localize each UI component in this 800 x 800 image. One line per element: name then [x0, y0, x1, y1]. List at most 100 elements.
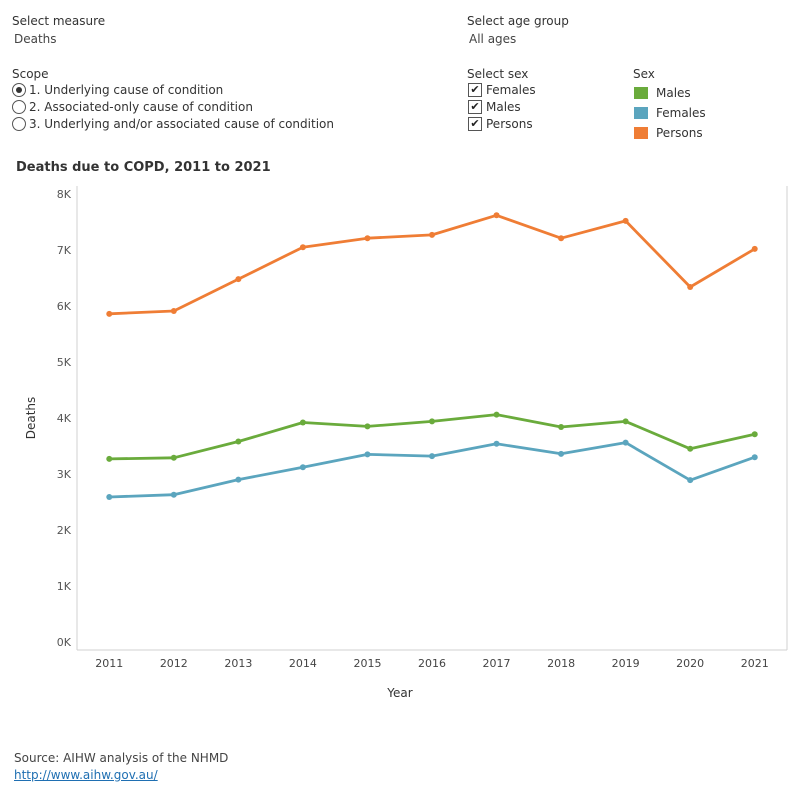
data-point-persons[interactable]	[235, 276, 242, 283]
legend-swatch-persons	[634, 127, 648, 139]
checkbox-checked-icon[interactable]: ✔	[468, 83, 482, 97]
x-tick-label: 2016	[418, 657, 446, 670]
x-tick-label: 2013	[224, 657, 252, 670]
chart-frame	[76, 186, 788, 651]
sex-filter-persons[interactable]: ✔ Persons	[468, 117, 533, 131]
data-point-females[interactable]	[299, 464, 306, 471]
y-tick-label: 7K	[57, 244, 72, 257]
legend-item-persons[interactable]: Persons	[634, 126, 703, 140]
scope-option-label: 2. Associated-only cause of condition	[29, 100, 253, 114]
x-tick-label: 2020	[676, 657, 704, 670]
sex-filter-label: Select sex	[467, 67, 529, 81]
scope-option-associated-only[interactable]: 2. Associated-only cause of condition	[12, 100, 253, 114]
data-point-females[interactable]	[558, 450, 565, 457]
scope-option-underlying-or-associated[interactable]: 3. Underlying and/or associated cause of…	[12, 117, 334, 131]
data-point-persons[interactable]	[622, 217, 629, 224]
measure-label: Select measure	[12, 14, 106, 28]
x-tick-label: 2019	[612, 657, 640, 670]
age-group-dropdown[interactable]: All ages	[469, 32, 517, 46]
data-point-males[interactable]	[622, 418, 629, 425]
series-females	[106, 439, 758, 500]
y-axis-ticks: 0K 1K 2K 3K 4K 5K 6K 7K 8K	[57, 188, 72, 649]
x-tick-label: 2012	[160, 657, 188, 670]
legend-swatch-females	[634, 107, 648, 119]
data-point-females[interactable]	[687, 477, 694, 484]
sex-filter-option-label: Persons	[486, 117, 533, 131]
x-tick-label: 2011	[95, 657, 123, 670]
data-point-males[interactable]	[364, 423, 371, 430]
source-link[interactable]: http://www.aihw.gov.au/	[14, 768, 158, 782]
age-group-label: Select age group	[467, 14, 569, 28]
legend-item-label: Persons	[656, 126, 703, 140]
sex-filter-males[interactable]: ✔ Males	[468, 100, 521, 114]
data-point-males[interactable]	[170, 454, 177, 461]
checkbox-checked-icon[interactable]: ✔	[468, 117, 482, 131]
measure-dropdown[interactable]: Deaths	[14, 32, 57, 46]
data-point-males[interactable]	[429, 418, 435, 425]
data-point-persons[interactable]	[299, 244, 306, 251]
data-point-females[interactable]	[751, 454, 758, 461]
radio-selected-icon[interactable]	[12, 83, 26, 97]
x-tick-label: 2018	[547, 657, 575, 670]
data-point-persons[interactable]	[751, 245, 758, 252]
legend-item-label: Males	[656, 86, 691, 100]
radio-icon[interactable]	[12, 117, 26, 131]
y-tick-label: 1K	[57, 580, 72, 593]
data-point-persons[interactable]	[170, 308, 177, 315]
series-layer	[106, 212, 758, 500]
data-point-females[interactable]	[622, 439, 629, 446]
data-point-females[interactable]	[493, 440, 500, 447]
data-point-males[interactable]	[493, 411, 500, 418]
legend-item-label: Females	[656, 106, 706, 120]
legend-item-males[interactable]: Males	[634, 86, 691, 100]
y-tick-label: 4K	[57, 412, 72, 425]
legend-swatch-males	[634, 87, 648, 99]
data-point-females[interactable]	[429, 453, 435, 460]
data-point-females[interactable]	[364, 451, 371, 458]
data-point-females[interactable]	[106, 493, 113, 500]
data-point-males[interactable]	[299, 419, 306, 426]
x-axis-title: Year	[386, 686, 412, 700]
x-tick-label: 2015	[353, 657, 381, 670]
y-tick-label: 6K	[57, 300, 72, 313]
legend-item-females[interactable]: Females	[634, 106, 706, 120]
y-tick-label: 3K	[57, 468, 72, 481]
data-point-females[interactable]	[170, 491, 177, 498]
y-tick-label: 2K	[57, 524, 72, 537]
y-tick-label: 0K	[57, 636, 72, 649]
sex-filter-option-label: Females	[486, 83, 536, 97]
scope-option-label: 1. Underlying cause of condition	[29, 83, 224, 97]
series-males	[106, 411, 758, 462]
y-tick-label: 8K	[57, 188, 72, 201]
x-tick-label: 2021	[741, 657, 769, 670]
source-text: Source: AIHW analysis of the NHMD	[14, 751, 229, 765]
data-point-persons[interactable]	[106, 310, 113, 317]
x-tick-label: 2014	[289, 657, 317, 670]
series-persons	[106, 212, 758, 317]
data-point-males[interactable]	[687, 445, 694, 452]
data-point-persons[interactable]	[687, 283, 694, 290]
data-point-persons[interactable]	[558, 235, 565, 242]
data-point-males[interactable]	[106, 455, 113, 462]
x-axis-ticks: 2011 2012 2013 2014 2015 2016 2017 2018 2019 2020…	[95, 657, 768, 670]
scope-option-underlying[interactable]: 1. Underlying cause of condition	[12, 83, 223, 97]
data-point-males[interactable]	[558, 423, 565, 430]
data-point-persons[interactable]	[429, 231, 435, 238]
data-point-males[interactable]	[751, 431, 758, 438]
checkbox-checked-icon[interactable]: ✔	[468, 100, 482, 114]
scope-label: Scope	[12, 67, 49, 81]
scope-option-label: 3. Underlying and/or associated cause of…	[29, 117, 334, 131]
x-tick-label: 2017	[483, 657, 511, 670]
legend-title: Sex	[633, 67, 655, 81]
data-point-males[interactable]	[235, 438, 242, 445]
sex-filter-females[interactable]: ✔ Females	[468, 83, 536, 97]
sex-filter-option-label: Males	[486, 100, 521, 114]
radio-icon[interactable]	[12, 100, 26, 114]
data-point-persons[interactable]	[364, 235, 371, 242]
y-tick-label: 5K	[57, 356, 72, 369]
data-point-persons[interactable]	[493, 212, 500, 219]
series-line-persons	[107, 213, 757, 316]
data-point-females[interactable]	[235, 476, 242, 483]
chart-title: Deaths due to COPD, 2011 to 2021	[16, 160, 271, 175]
